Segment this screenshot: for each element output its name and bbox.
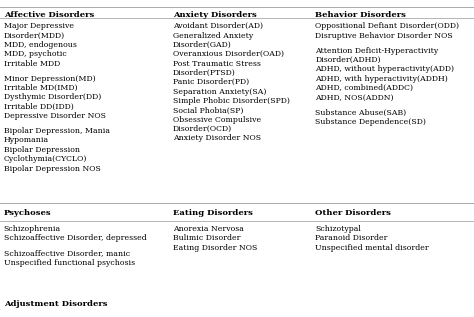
Text: Behavior Disorders: Behavior Disorders — [315, 11, 406, 19]
Text: Overanxious Disorder(OAD): Overanxious Disorder(OAD) — [173, 50, 284, 58]
Text: Disorder(ADHD): Disorder(ADHD) — [315, 56, 381, 64]
Text: ADHD, without hyperactivity(ADD): ADHD, without hyperactivity(ADD) — [315, 65, 454, 73]
Text: Irritable MDD: Irritable MDD — [4, 60, 60, 68]
Text: Disorder(PTSD): Disorder(PTSD) — [173, 69, 236, 77]
Text: Generalized Anxiety: Generalized Anxiety — [173, 32, 253, 40]
Text: Avoidant Disorder(AD): Avoidant Disorder(AD) — [173, 22, 263, 30]
Text: Bulimic Disorder: Bulimic Disorder — [173, 235, 240, 243]
Text: Psychoses: Psychoses — [4, 209, 51, 217]
Text: Adjustment Disorders: Adjustment Disorders — [4, 300, 107, 307]
Text: Eating Disorder NOS: Eating Disorder NOS — [173, 244, 257, 252]
Text: Bipolar Depression: Bipolar Depression — [4, 146, 80, 154]
Text: Bipolar Depression NOS: Bipolar Depression NOS — [4, 165, 100, 172]
Text: Disorder(GAD): Disorder(GAD) — [173, 41, 232, 49]
Text: Separation Anxiety(SA): Separation Anxiety(SA) — [173, 87, 266, 96]
Text: Unspecified mental disorder: Unspecified mental disorder — [315, 244, 429, 252]
Text: Paranoid Disorder: Paranoid Disorder — [315, 235, 388, 243]
Text: Anorexia Nervosa: Anorexia Nervosa — [173, 225, 244, 233]
Text: ADHD, with hyperactivity(ADDH): ADHD, with hyperactivity(ADDH) — [315, 74, 448, 83]
Text: Irritable DD(IDD): Irritable DD(IDD) — [4, 103, 73, 111]
Text: Unspecified functional psychosis: Unspecified functional psychosis — [4, 259, 135, 267]
Text: Schizoaffective Disorder, manic: Schizoaffective Disorder, manic — [4, 249, 130, 257]
Text: MDD, endogenous: MDD, endogenous — [4, 41, 77, 49]
Text: Social Phobia(SP): Social Phobia(SP) — [173, 106, 243, 114]
Text: Disorder(MDD): Disorder(MDD) — [4, 32, 65, 40]
Text: Major Depressive: Major Depressive — [4, 22, 74, 30]
Text: Schizotypal: Schizotypal — [315, 225, 361, 233]
Text: Post Traumatic Stress: Post Traumatic Stress — [173, 60, 261, 68]
Text: Affective Disorders: Affective Disorders — [4, 11, 94, 19]
Text: Substance Abuse(SAB): Substance Abuse(SAB) — [315, 108, 406, 116]
Text: Eating Disorders: Eating Disorders — [173, 209, 253, 217]
Text: Anxiety Disorder NOS: Anxiety Disorder NOS — [173, 134, 261, 142]
Text: Bipolar Depression, Mania: Bipolar Depression, Mania — [4, 127, 110, 135]
Text: Irritable MD(IMD): Irritable MD(IMD) — [4, 84, 77, 92]
Text: Disruptive Behavior Disorder NOS: Disruptive Behavior Disorder NOS — [315, 32, 453, 40]
Text: Depressive Disorder NOS: Depressive Disorder NOS — [4, 112, 106, 120]
Text: Other Disorders: Other Disorders — [315, 209, 391, 217]
Text: Substance Dependence(SD): Substance Dependence(SD) — [315, 118, 426, 126]
Text: Anxiety Disorders: Anxiety Disorders — [173, 11, 257, 19]
Text: Dysthymic Disorder(DD): Dysthymic Disorder(DD) — [4, 93, 101, 101]
Text: Obsessive Compulsive: Obsessive Compulsive — [173, 116, 261, 124]
Text: Schizoaffective Disorder, depressed: Schizoaffective Disorder, depressed — [4, 235, 146, 243]
Text: Panic Disorder(PD): Panic Disorder(PD) — [173, 78, 249, 86]
Text: Oppositional Defiant Disorder(ODD): Oppositional Defiant Disorder(ODD) — [315, 22, 459, 30]
Text: Schizophrenia: Schizophrenia — [4, 225, 61, 233]
Text: ADHD, NOS(ADDN): ADHD, NOS(ADDN) — [315, 93, 394, 101]
Text: MDD, psychotic: MDD, psychotic — [4, 50, 66, 58]
Text: ADHD, combined(ADDC): ADHD, combined(ADDC) — [315, 84, 413, 92]
Text: Hypomania: Hypomania — [4, 136, 49, 145]
Text: Cyclothymia(CYCLO): Cyclothymia(CYCLO) — [4, 155, 87, 163]
Text: Attention Deficit-Hyperactivity: Attention Deficit-Hyperactivity — [315, 47, 438, 55]
Text: Simple Phobic Disorder(SPD): Simple Phobic Disorder(SPD) — [173, 97, 290, 105]
Text: Disorder(OCD): Disorder(OCD) — [173, 125, 232, 133]
Text: Minor Depression(MD): Minor Depression(MD) — [4, 74, 95, 83]
